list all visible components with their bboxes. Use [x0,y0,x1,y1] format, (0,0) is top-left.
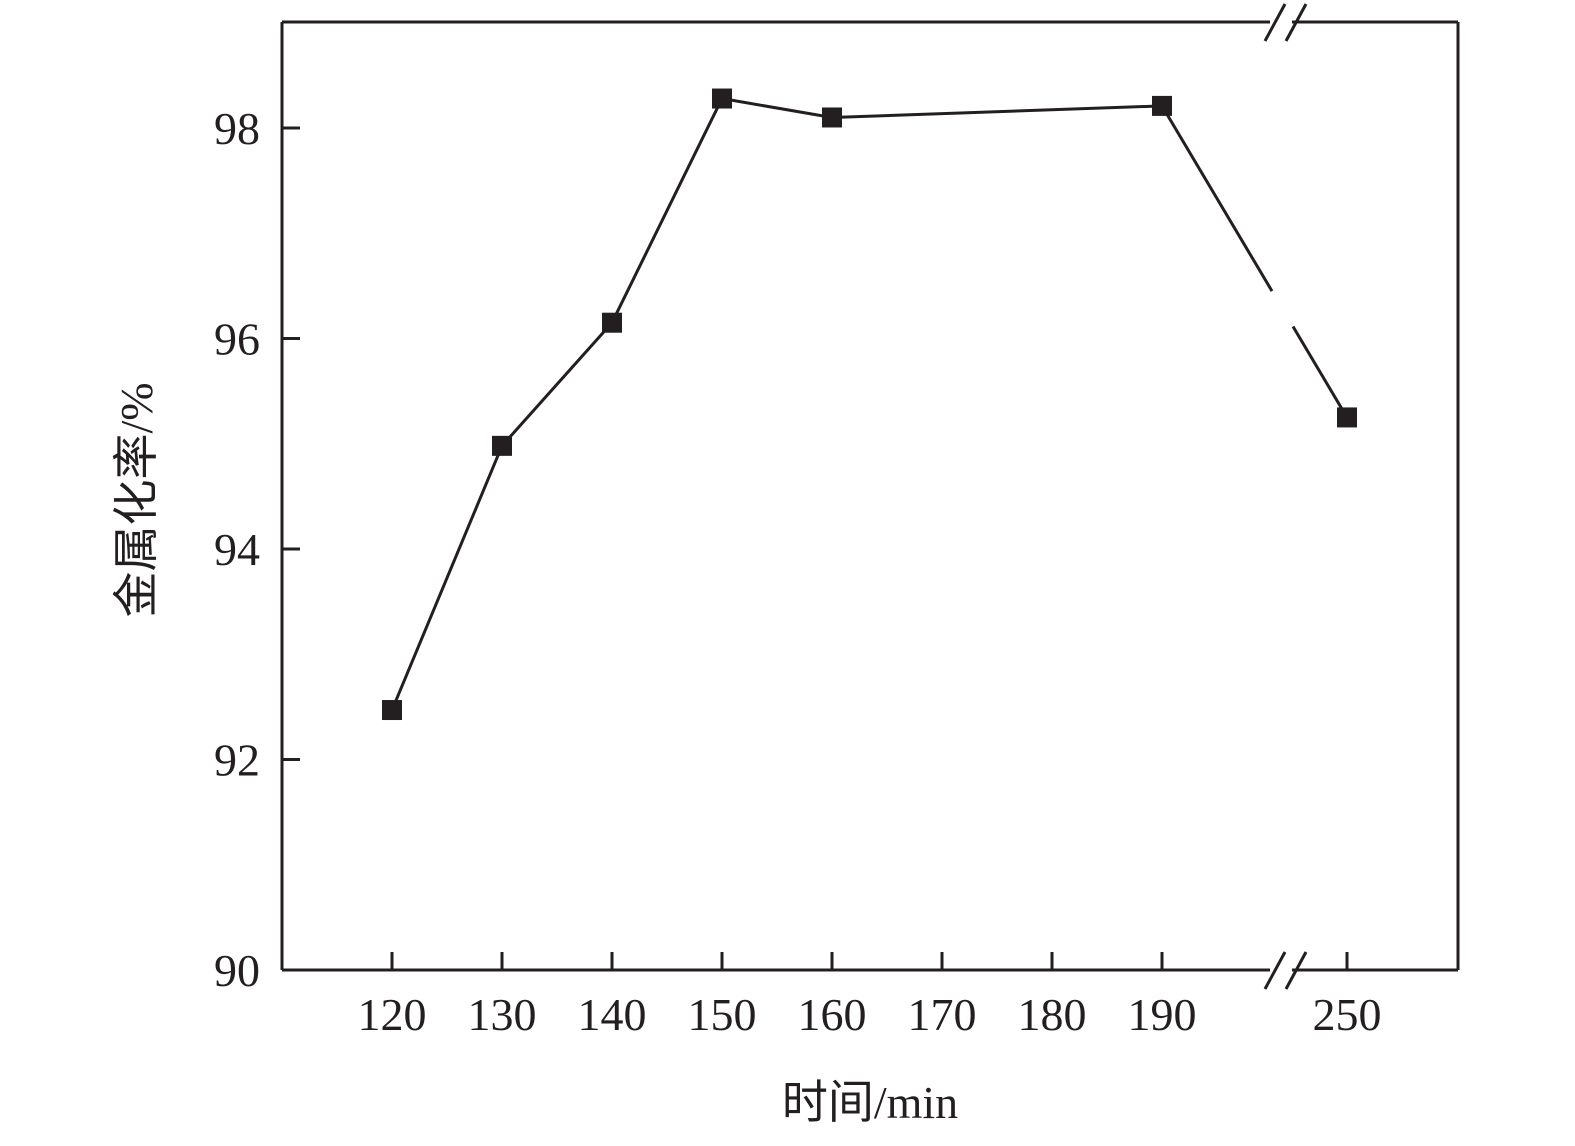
x-axis-label: 时间/min [782,1077,958,1128]
y-axis-label: 金属化率/% [111,382,162,617]
series-line-segment [610,97,724,324]
axis-break-mark [1263,951,1287,990]
x-tick-label: 120 [358,989,427,1040]
x-tick-label: 250 [1313,989,1382,1040]
axis-break-mark [1263,3,1287,42]
series-line-segment [1291,325,1349,419]
x-tick-label: 190 [1128,989,1197,1040]
series-line-segment [721,97,833,119]
y-tick-label: 94 [214,524,260,575]
x-tick-label: 180 [1018,989,1087,1040]
y-tick-label: 96 [214,314,260,365]
data-point-marker [382,700,402,721]
x-tick-label: 130 [468,989,537,1040]
y-tick-label: 98 [214,103,260,154]
x-tick-label: 150 [688,989,757,1040]
series-line-segment [1160,105,1274,292]
ticks: 120 130 140 150 160 170 180 190 250 90 92 94 96 98 [214,103,1382,1040]
y-tick-label: 92 [214,735,260,786]
data-point-marker [712,88,732,109]
x-tick-label: 140 [578,989,647,1040]
x-tick-label: 170 [908,989,977,1040]
series [382,88,1357,721]
data-point-marker [492,435,512,456]
y-tick-label: 90 [214,945,260,996]
data-point-marker [822,107,842,128]
data-point-marker [602,312,622,333]
series-line-segment [500,321,614,447]
data-point-marker [1152,95,1172,116]
axis-break-mark [1284,951,1308,990]
x-tick-label: 160 [798,989,867,1040]
axes [280,3,1460,990]
series-line-segment [831,104,1163,119]
axis-break-mark [1284,3,1308,42]
data-point-marker [1337,407,1357,428]
series-line-segment [390,445,504,711]
